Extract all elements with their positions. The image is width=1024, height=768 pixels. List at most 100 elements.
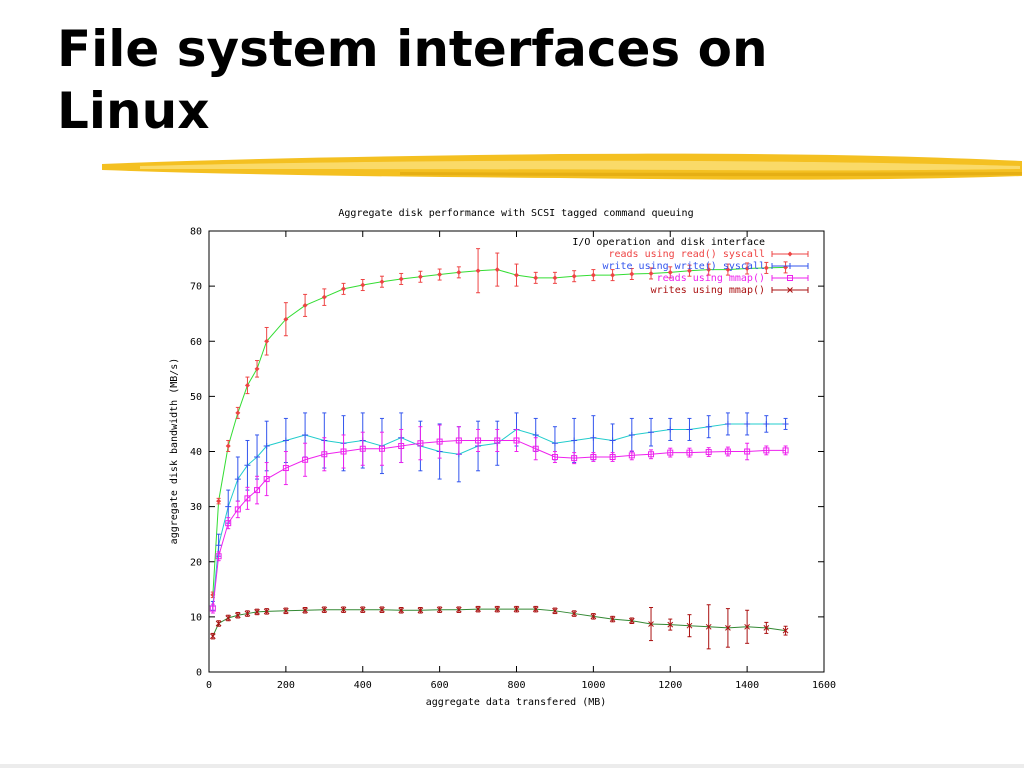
y-tick-label: 20: [190, 557, 202, 568]
data-point-write-write: [254, 454, 261, 461]
data-point-reads-mmap: [321, 451, 328, 458]
brush-stroke-light: [140, 160, 1020, 171]
series-layer: [209, 248, 789, 650]
data-point-reads-mmap: [609, 454, 616, 461]
data-point-writes-mmap: [321, 606, 328, 613]
legend-label-writes-mmap: writes using mmap(): [651, 285, 765, 296]
legend: I/O operation and disk interface reads u…: [572, 237, 809, 296]
data-point-reads-read: [254, 366, 260, 372]
bandwidth-chart: Aggregate disk performance with SCSI tag…: [169, 208, 836, 708]
data-point-writes-mmap: [244, 610, 251, 617]
y-tick-label: 50: [190, 392, 202, 403]
legend-label-reads-read: reads using read() syscall: [608, 249, 765, 260]
data-point-writes-mmap: [686, 622, 693, 629]
x-axis: 0 200 400 600 800 1000 1200 1400 1600: [206, 231, 836, 691]
data-point-writes-mmap: [590, 613, 597, 620]
data-point-writes-mmap: [532, 606, 539, 613]
data-point-reads-mmap: [254, 487, 261, 494]
data-point-writes-mmap: [513, 606, 520, 613]
data-point-writes-mmap: [552, 607, 558, 614]
data-point-write-write: [551, 440, 558, 447]
data-point-writes-mmap: [628, 617, 635, 624]
data-point-writes-mmap: [263, 608, 270, 615]
data-point-reads-mmap: [209, 605, 216, 612]
data-point-writes-mmap: [494, 606, 501, 613]
data-point-reads-read: [264, 338, 270, 344]
data-point-writes-mmap: [302, 607, 308, 614]
data-point-reads-mmap: [686, 449, 693, 456]
x-tick-label: 200: [277, 680, 295, 691]
x-tick-label: 1400: [735, 680, 759, 691]
y-tick-label: 0: [196, 668, 202, 679]
data-point-reads-read: [610, 272, 616, 278]
y-axis: 0 10 20 30 40 50 60 70 80: [190, 227, 824, 679]
legend-label-reads-mmap: reads using mmap(): [657, 273, 765, 284]
data-point-write-write: [686, 426, 693, 433]
x-tick-label: 400: [354, 680, 372, 691]
data-point-writes-mmap: [667, 621, 674, 628]
data-point-reads-mmap: [282, 465, 289, 472]
y-tick-label: 60: [190, 337, 202, 348]
data-point-reads-mmap: [513, 437, 520, 444]
data-point-write-write: [282, 437, 289, 444]
data-point-reads-read: [379, 279, 385, 285]
series-reads-mmap: [209, 424, 789, 614]
data-point-writes-mmap: [234, 612, 241, 619]
data-point-reads-mmap: [705, 449, 712, 456]
data-point-reads-mmap: [744, 448, 751, 455]
data-point-reads-read: [341, 286, 347, 292]
data-point-reads-mmap: [494, 437, 501, 444]
data-point-reads-read: [533, 275, 539, 281]
legend-marker-reads-mmap: [787, 275, 793, 281]
data-point-write-write: [532, 431, 539, 438]
data-point-writes-mmap: [782, 627, 789, 634]
data-point-write-write: [705, 423, 712, 430]
series-writes-mmap: [209, 604, 789, 650]
data-point-reads-read: [360, 282, 366, 288]
data-point-reads-read: [398, 276, 404, 282]
brush-stroke-divider: [102, 153, 1022, 180]
data-point-writes-mmap: [475, 606, 481, 613]
x-tick-label: 800: [507, 680, 525, 691]
data-point-write-write: [225, 503, 232, 510]
series-reads-read: [210, 248, 789, 599]
data-point-reads-read: [667, 269, 673, 275]
data-point-reads-read: [216, 498, 222, 504]
data-point-reads-mmap: [436, 438, 443, 445]
data-point-reads-mmap: [667, 449, 674, 456]
data-point-reads-read: [321, 294, 327, 300]
data-point-reads-mmap: [417, 440, 424, 447]
y-tick-label: 70: [190, 282, 202, 293]
data-point-reads-read: [629, 271, 635, 277]
y-tick-label: 10: [190, 612, 202, 623]
data-point-write-write: [244, 462, 251, 469]
data-point-reads-read: [552, 275, 558, 281]
x-tick-label: 600: [431, 680, 449, 691]
data-point-reads-read: [494, 267, 500, 273]
legend-label-write-write: write using write() syscall: [602, 261, 765, 272]
data-point-reads-mmap: [455, 437, 462, 444]
legend-marker-writes-mmap: [787, 287, 793, 293]
data-point-reads-read: [590, 272, 596, 278]
data-point-writes-mmap: [215, 620, 222, 627]
data-point-reads-read: [417, 274, 423, 280]
data-point-reads-read: [514, 272, 519, 278]
slide-title: File system interfaces on Linux: [57, 18, 957, 142]
data-point-reads-read: [763, 265, 769, 271]
data-point-writes-mmap: [744, 623, 750, 630]
data-point-reads-mmap: [724, 448, 731, 455]
data-point-reads-read: [706, 267, 712, 273]
series-line-reads-mmap: [212, 439, 786, 609]
data-point-writes-mmap: [225, 615, 232, 621]
data-point-write-write: [667, 426, 674, 433]
data-point-reads-mmap: [551, 454, 558, 461]
slide-title-line1: File system interfaces on: [57, 20, 768, 78]
data-point-writes-mmap: [398, 607, 405, 614]
data-point-reads-mmap: [782, 447, 789, 454]
data-point-reads-mmap: [628, 452, 635, 459]
data-point-reads-mmap: [263, 476, 270, 483]
data-point-reads-mmap: [225, 520, 232, 527]
series-line-write-write: [212, 423, 786, 606]
series-line-reads-read: [212, 266, 786, 595]
y-tick-label: 30: [190, 502, 202, 513]
